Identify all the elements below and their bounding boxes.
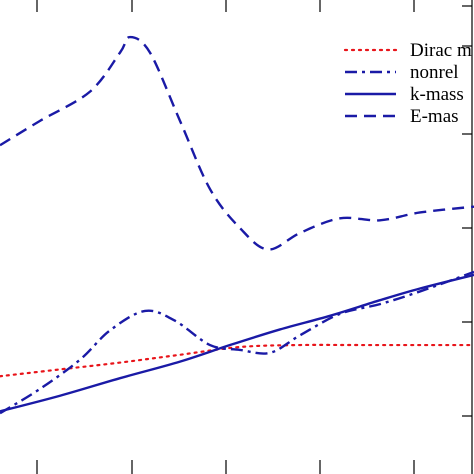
series-line-nonrel <box>0 270 474 415</box>
series-line-k-mass <box>0 273 474 413</box>
series-line-e-mas <box>0 35 474 251</box>
series-line-dirac-m <box>0 343 474 378</box>
legend-label-3: E-mas <box>410 106 459 127</box>
legend-label-1: nonrel <box>410 62 459 83</box>
legend-label-0: Dirac m <box>410 40 472 61</box>
axes <box>36 0 473 474</box>
series-layer <box>0 35 474 415</box>
legend-label-2: k-mass <box>410 84 464 105</box>
